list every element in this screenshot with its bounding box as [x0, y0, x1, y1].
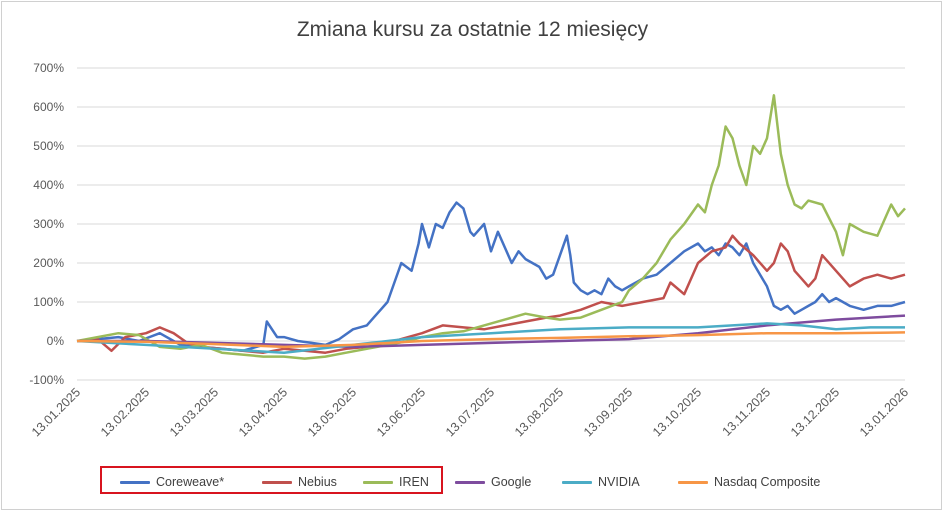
y-tick-label: -100% — [29, 373, 64, 387]
x-tick-label: 13.01.2026 — [857, 385, 911, 439]
x-tick-label: 13.08.2025 — [512, 385, 566, 439]
legend-item: IREN — [363, 468, 429, 496]
x-tick-label: 13.12.2025 — [788, 385, 842, 439]
x-tick-label: 13.02.2025 — [98, 385, 152, 439]
x-tick-label: 13.11.2025 — [720, 385, 774, 439]
y-tick-label: 0% — [47, 334, 65, 348]
series-line-nvidia — [76, 322, 905, 354]
legend-item: Coreweave* — [120, 468, 224, 496]
legend-swatch — [120, 480, 150, 484]
legend-label: Nebius — [298, 475, 337, 489]
legend-swatch — [262, 480, 292, 484]
legend-highlight-box — [100, 466, 443, 494]
series-line-iren — [76, 94, 906, 360]
legend-label: NVIDIA — [598, 475, 640, 489]
series-line-nebius — [76, 234, 906, 354]
y-tick-label: 200% — [33, 256, 64, 270]
x-tick-label: 13.03.2025 — [167, 385, 221, 439]
legend-label: IREN — [399, 475, 429, 489]
x-tick-label: 13.01.2025 — [29, 385, 83, 439]
series-lines — [76, 94, 906, 360]
chart-title: Zmiana kursu za ostatnie 12 miesięcy — [296, 18, 649, 41]
legend-item: Google — [455, 468, 531, 496]
legend-swatch — [562, 480, 592, 484]
y-tick-label: 700% — [33, 61, 64, 75]
y-tick-label: 400% — [33, 178, 64, 192]
legend-label: Nasdaq Composite — [714, 475, 821, 489]
legend-item: Nasdaq Composite — [678, 468, 820, 496]
gridlines — [77, 67, 905, 381]
legend-swatch — [363, 480, 393, 484]
legend-label: Coreweave* — [156, 475, 225, 489]
y-tick-label: 100% — [33, 295, 64, 309]
x-tick-label: 13.10.2025 — [650, 385, 704, 439]
legend-item: Nebius — [262, 468, 337, 496]
x-tick-label: 13.09.2025 — [581, 385, 635, 439]
x-tick-label: 13.05.2025 — [305, 385, 359, 439]
series-line-coreweave — [76, 201, 906, 353]
legend-item: NVIDIA — [562, 468, 640, 496]
y-axis-ticks: -100% 0% 100% 200% 300% 400% 500% 600% 700% — [29, 61, 64, 387]
y-tick-label: 600% — [33, 100, 64, 114]
x-tick-label: 13.06.2025 — [374, 385, 428, 439]
x-tick-label: 13.04.2025 — [236, 385, 290, 439]
x-axis-ticks: 13.01.2025 13.02.2025 13.03.2025 13.04.2025… — [29, 385, 911, 439]
legend-swatch — [455, 480, 485, 484]
y-tick-label: 500% — [33, 139, 64, 153]
legend-swatch — [678, 480, 708, 484]
y-tick-label: 300% — [33, 217, 64, 231]
series-line-google — [77, 314, 906, 349]
legend: Coreweave* Nebius IREN Google NVIDIA Nasdaq C… — [0, 468, 945, 496]
series-line-nasdaq-composite — [76, 331, 906, 349]
x-tick-label: 13.07.2025 — [443, 385, 497, 439]
legend-label: Google — [491, 475, 532, 489]
